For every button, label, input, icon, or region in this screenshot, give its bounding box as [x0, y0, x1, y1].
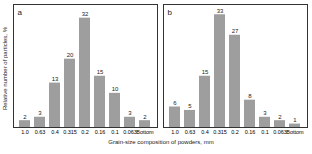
svg-text:3: 3 [38, 110, 42, 116]
svg-text:10: 10 [112, 86, 119, 92]
svg-text:2: 2 [278, 114, 282, 120]
svg-text:0.2: 0.2 [231, 129, 239, 135]
svg-text:6: 6 [173, 100, 177, 106]
svg-text:0.1: 0.1 [111, 129, 119, 135]
svg-text:0.063: 0.063 [123, 129, 137, 135]
svg-text:2: 2 [143, 114, 147, 120]
svg-text:1.0: 1.0 [171, 129, 179, 135]
svg-text:5: 5 [188, 103, 192, 109]
html-text:Relative number of particles,: Relative number of particles, % [2, 27, 8, 111]
svg-text:15: 15 [202, 69, 209, 75]
svg-text:15: 15 [97, 69, 104, 75]
svg-text:20: 20 [67, 52, 74, 58]
svg-text:0.4: 0.4 [51, 129, 59, 135]
svg-text:2: 2 [23, 114, 27, 120]
svg-text:Bottom: Bottom [286, 129, 304, 135]
svg-text:32: 32 [82, 11, 89, 17]
svg-text:1.0: 1.0 [21, 129, 29, 135]
svg-text:0.2: 0.2 [81, 129, 89, 135]
svg-text:a: a [18, 8, 23, 17]
html-text:Grain-size composition of powd: Grain-size composition of powders, mm [108, 139, 214, 145]
svg-text:0.63: 0.63 [185, 129, 196, 135]
svg-text:0.16: 0.16 [95, 129, 106, 135]
svg-text:Bottom: Bottom [136, 129, 154, 135]
svg-text:0.63: 0.63 [35, 129, 46, 135]
svg-text:0.315: 0.315 [63, 129, 77, 135]
svg-text:0.4: 0.4 [201, 129, 209, 135]
svg-text:0.1: 0.1 [261, 129, 269, 135]
svg-text:0.315: 0.315 [213, 129, 227, 135]
svg-text:33: 33 [217, 8, 224, 14]
svg-text:0.063: 0.063 [273, 129, 287, 135]
svg-text:8: 8 [248, 93, 252, 99]
svg-text:3: 3 [263, 110, 267, 116]
svg-text:b: b [168, 8, 173, 17]
svg-text:1: 1 [293, 117, 297, 123]
svg-text:3: 3 [128, 110, 132, 116]
svg-text:0.16: 0.16 [245, 129, 256, 135]
svg-text:13: 13 [52, 76, 59, 82]
svg-text:27: 27 [232, 28, 239, 34]
